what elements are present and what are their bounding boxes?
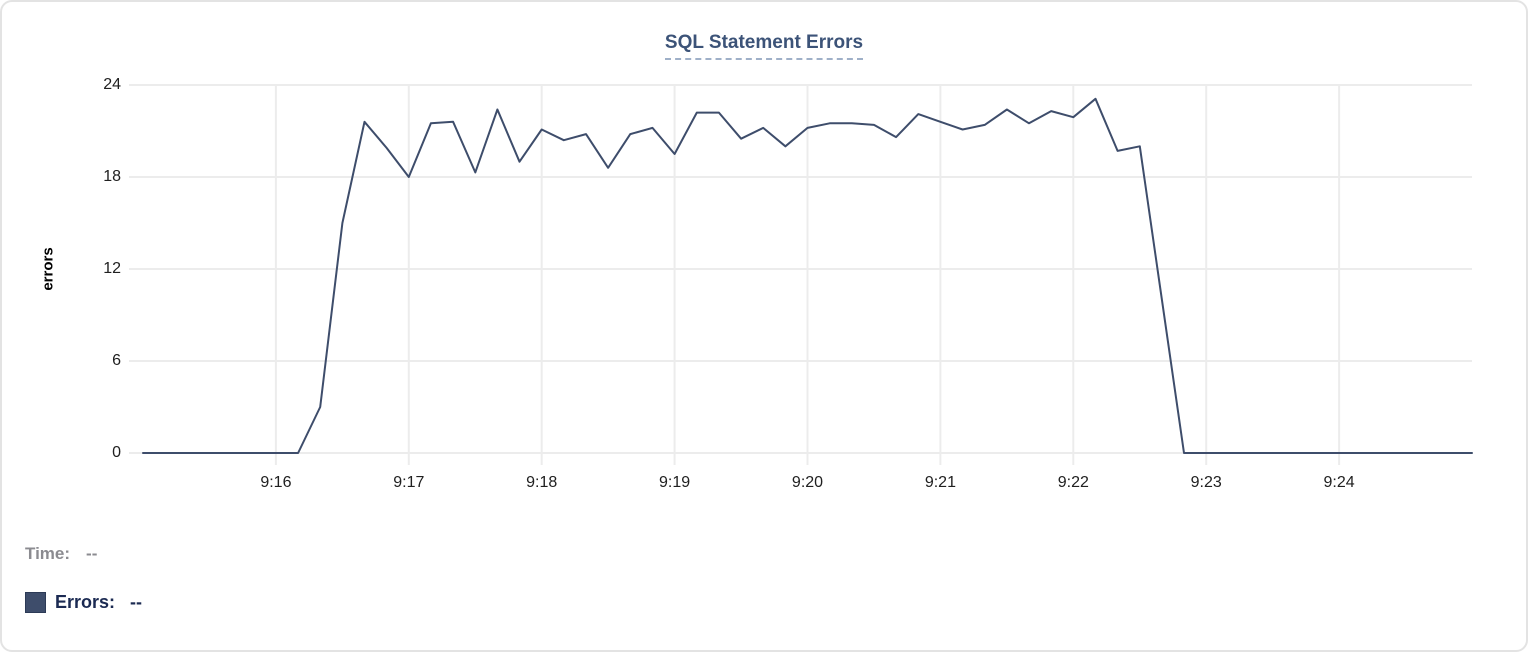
x-tick-label: 9:16	[260, 474, 292, 491]
chart-title[interactable]: SQL Statement Errors	[664, 32, 864, 60]
y-tick-label: 18	[103, 168, 121, 185]
x-tick-label: 9:17	[393, 474, 425, 491]
legend-time-value: --	[86, 544, 98, 563]
x-tick-label: 9:23	[1190, 474, 1222, 491]
x-tick-label: 9:24	[1323, 474, 1355, 491]
errors-line-series[interactable]	[142, 97, 1473, 454]
y-tick-label: 0	[112, 444, 121, 461]
y-tick-label: 24	[103, 76, 121, 93]
y-tick-label: 12	[103, 260, 121, 277]
chart-header: SQL Statement Errors	[2, 32, 1526, 60]
legend-errors-value: --	[130, 591, 143, 612]
errors-series-swatch	[25, 591, 46, 613]
x-tick-label: 9:20	[791, 474, 824, 491]
legend-errors-label: Errors:	[55, 591, 116, 612]
legend-errors-row[interactable]: Errors: --	[25, 590, 142, 614]
y-tick-label: 6	[112, 352, 121, 369]
x-tick-label: 9:21	[924, 474, 956, 491]
legend-time-label: Time:	[25, 544, 71, 563]
legend-time-row: Time: --	[25, 542, 142, 566]
x-tick-label: 9:18	[526, 474, 558, 491]
chart-legend: Time: -- Errors: --	[25, 542, 142, 614]
x-tick-label: 9:19	[659, 474, 691, 491]
x-tick-label: 9:22	[1057, 474, 1089, 491]
